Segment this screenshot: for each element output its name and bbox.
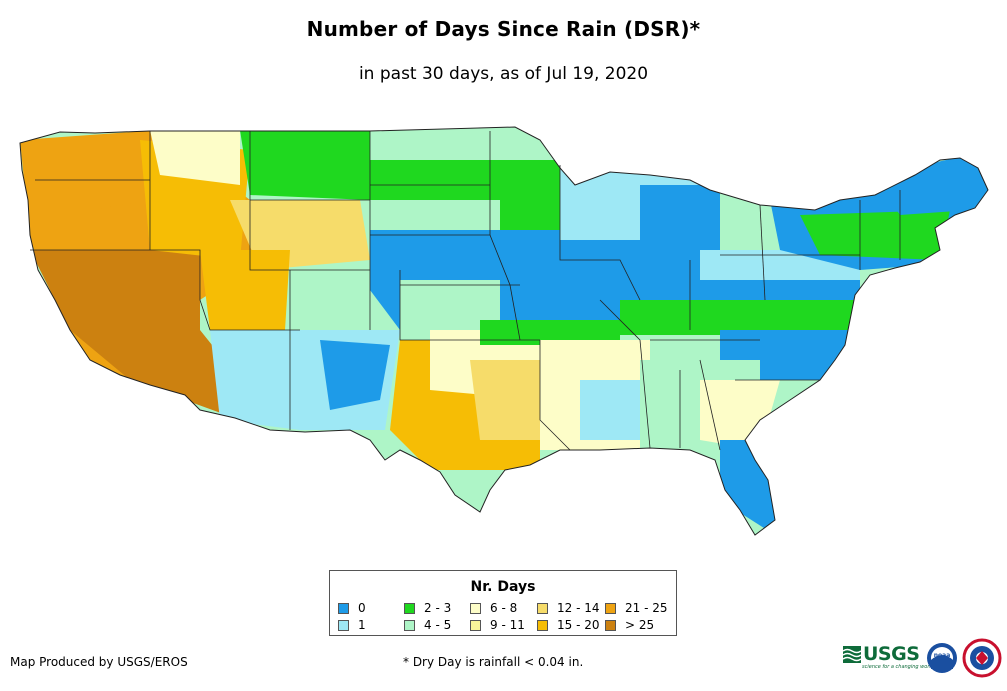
legend-swatch-15-20 xyxy=(537,619,548,631)
legend-title: Nr. Days xyxy=(470,579,536,595)
legend-swatch-12-14 xyxy=(537,602,548,614)
legend-item: > 25 xyxy=(605,618,654,632)
us-dsr-map xyxy=(19,126,989,536)
legend-swatch-1 xyxy=(338,619,349,631)
legend-swatch-4-5 xyxy=(404,619,415,631)
legend-swatch-21-25 xyxy=(605,602,616,614)
dsr-shading xyxy=(20,127,988,535)
usgs-tagline: science for a changing world xyxy=(862,664,934,670)
legend-swatch-9-11 xyxy=(470,619,481,631)
legend-label: 0 xyxy=(358,601,366,615)
legend-label: 12 - 14 xyxy=(557,601,600,615)
legend-swatch-0 xyxy=(338,602,349,614)
legend-swatch-gt-25 xyxy=(605,619,616,631)
usgs-wave-icon xyxy=(843,646,861,663)
legend: Nr. Days 0 1 2 - 3 4 - 5 6 - 8 9 - 11 12… xyxy=(329,570,677,636)
legend-item: 9 - 11 xyxy=(470,618,525,632)
legend-label: 1 xyxy=(358,618,366,632)
legend-item: 1 xyxy=(338,618,366,632)
legend-label: 4 - 5 xyxy=(424,618,452,632)
svg-text:noaa: noaa xyxy=(934,652,951,659)
credit-text: Map Produced by USGS/EROS xyxy=(10,655,188,669)
state-boundaries xyxy=(19,126,989,536)
legend-label: 2 - 3 xyxy=(424,601,452,615)
nws-logo-icon xyxy=(962,638,1002,678)
legend-swatch-6-8 xyxy=(470,602,481,614)
legend-item: 2 - 3 xyxy=(404,601,451,615)
legend-item: 12 - 14 xyxy=(537,601,600,615)
usgs-wordmark: USGS xyxy=(863,643,920,665)
legend-item: 4 - 5 xyxy=(404,618,451,632)
legend-label: 15 - 20 xyxy=(557,618,600,632)
legend-label: 21 - 25 xyxy=(625,601,668,615)
legend-item: 0 xyxy=(338,601,366,615)
legend-item: 6 - 8 xyxy=(470,601,517,615)
legend-label: 6 - 8 xyxy=(490,601,518,615)
legend-label: 9 - 11 xyxy=(490,618,525,632)
legend-label: > 25 xyxy=(625,618,655,632)
legend-item: 15 - 20 xyxy=(537,618,600,632)
footnote-text: * Dry Day is rainfall < 0.04 in. xyxy=(403,655,584,669)
map-subtitle: in past 30 days, as of Jul 19, 2020 xyxy=(358,64,649,84)
noaa-logo-icon: noaa xyxy=(927,643,957,673)
legend-swatch-2-3 xyxy=(404,602,415,614)
usgs-logo: USGS science for a changing world xyxy=(843,643,934,670)
legend-item: 21 - 25 xyxy=(605,601,668,615)
map-title: Number of Days Since Rain (DSR)* xyxy=(306,17,701,41)
